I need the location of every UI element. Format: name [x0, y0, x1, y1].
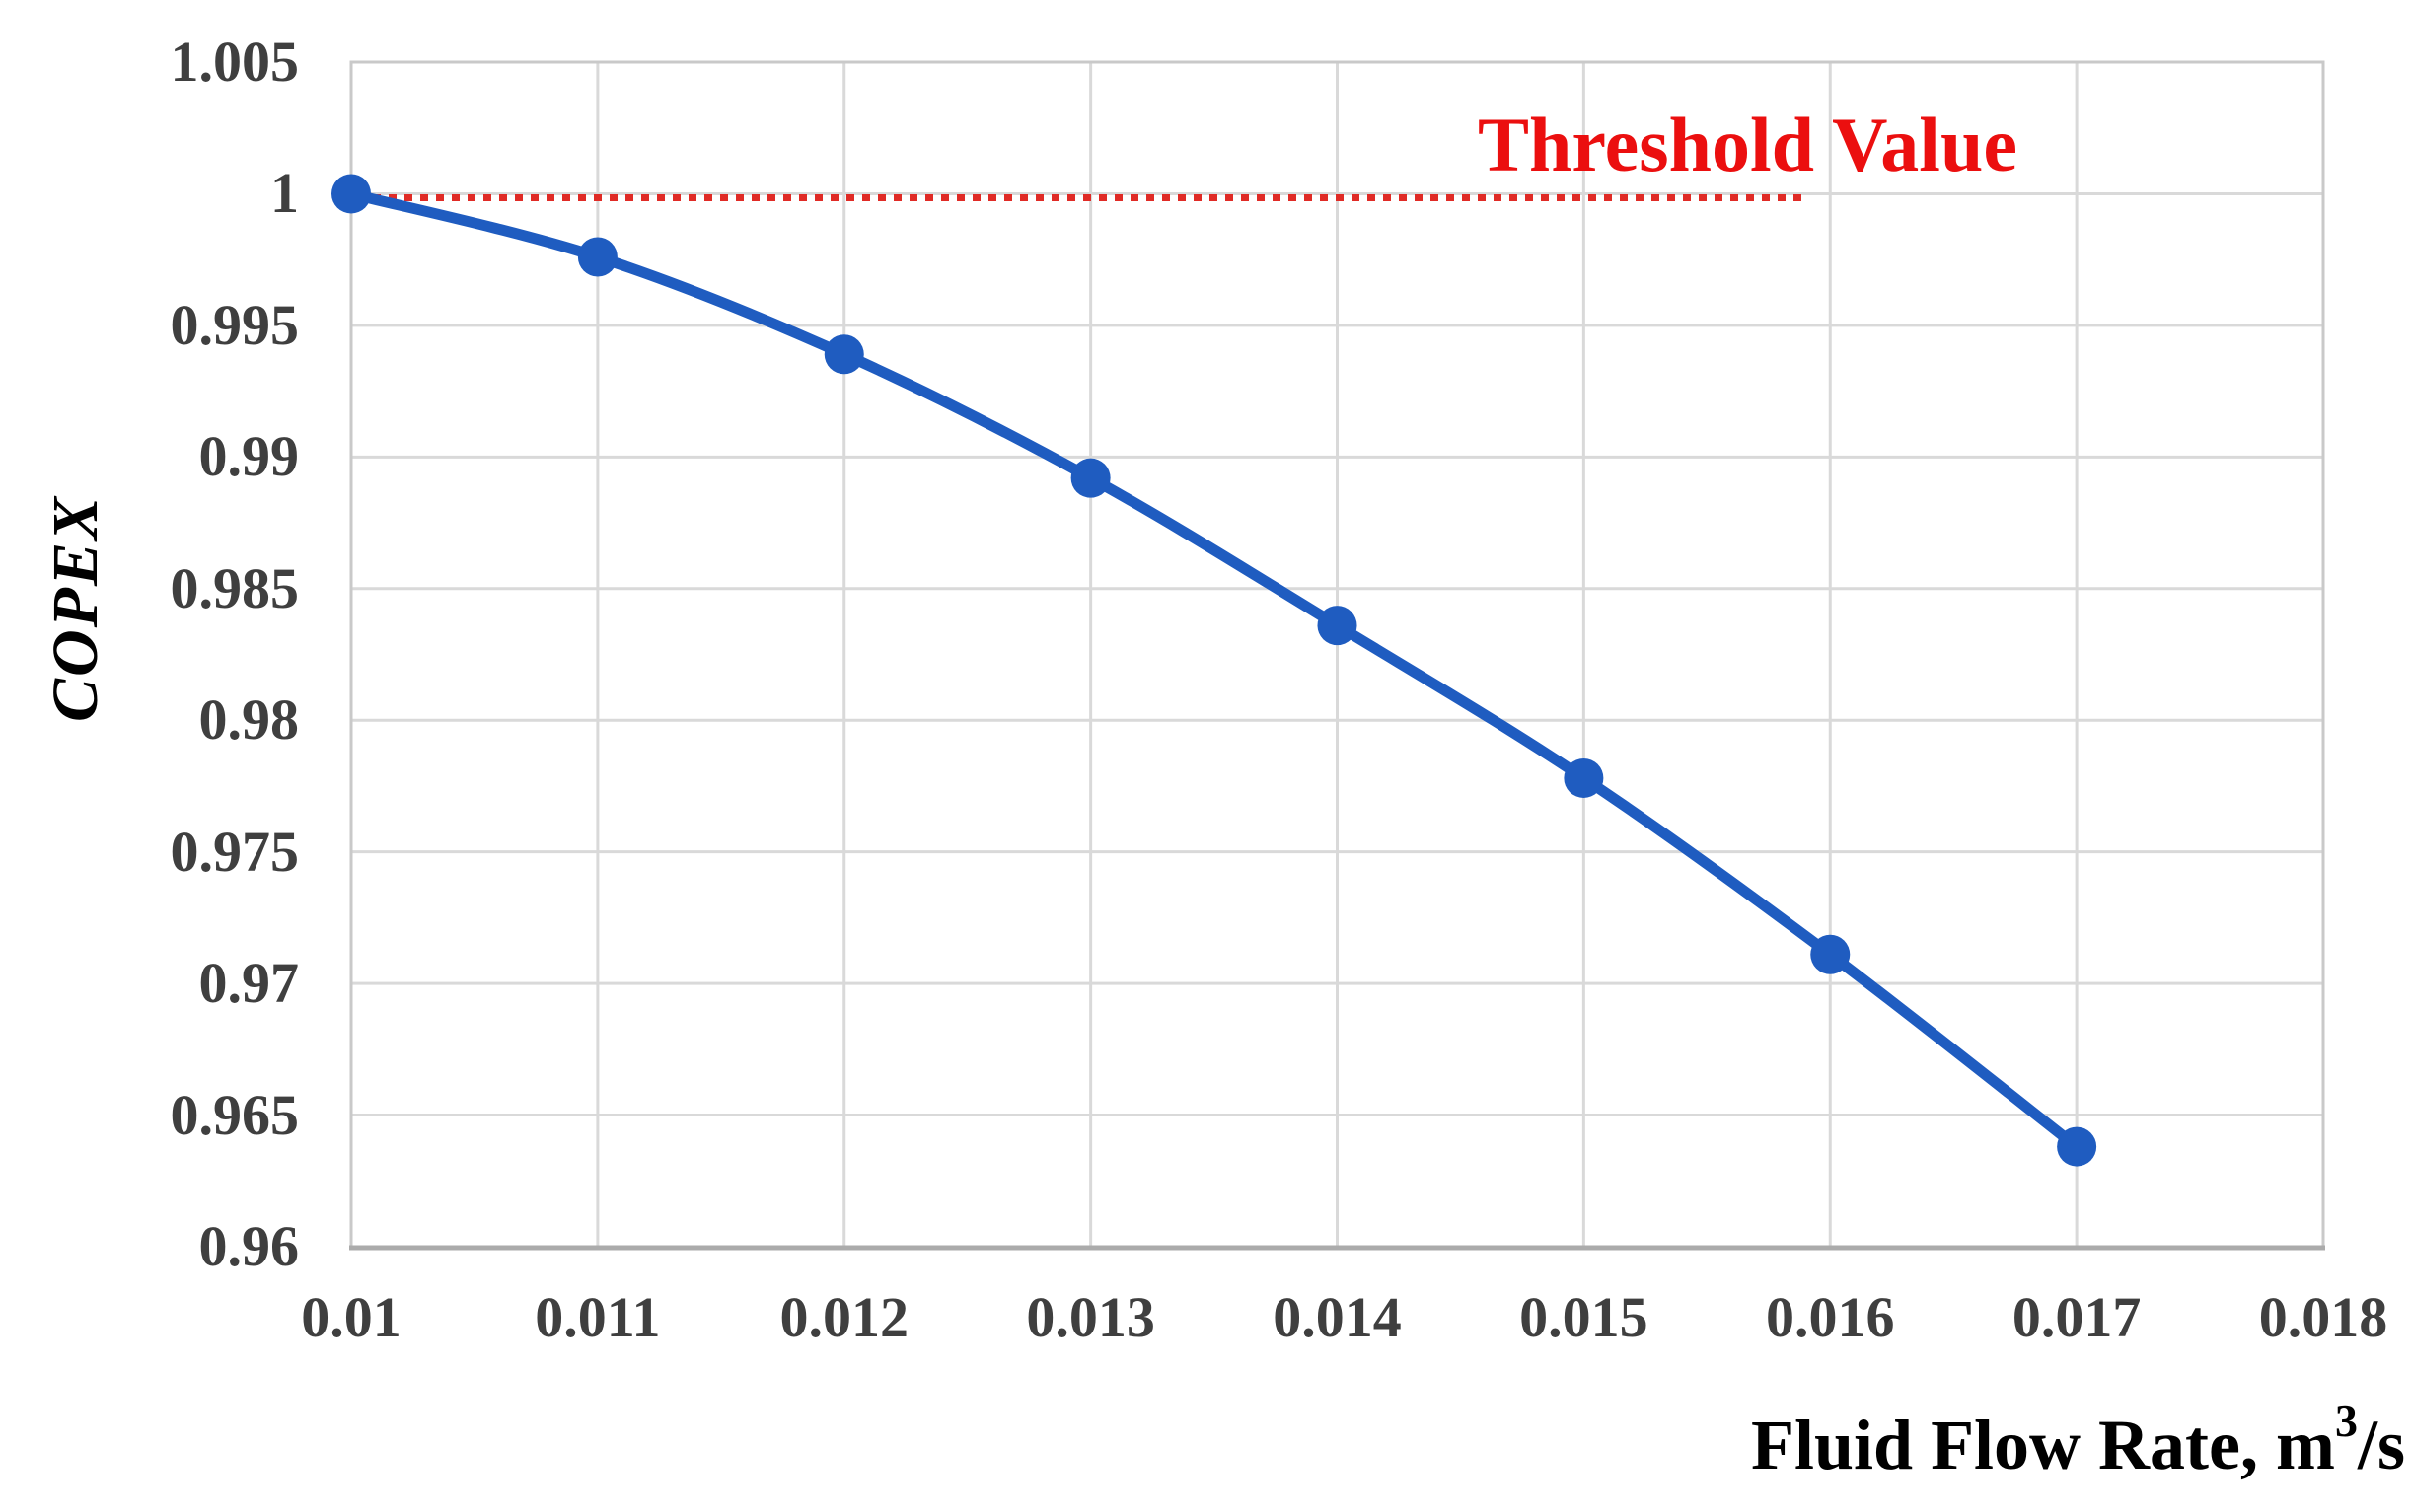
data-point-marker	[2057, 1126, 2097, 1167]
y-tick-label: 0.995	[170, 292, 300, 357]
y-tick-label: 0.97	[198, 951, 300, 1016]
x-tick-label: 0.014	[1273, 1285, 1402, 1349]
x-tick-label: 0.015	[1519, 1285, 1648, 1349]
y-tick-label: 1	[270, 161, 299, 226]
data-point-marker	[331, 174, 371, 214]
y-tick-label: 0.985	[170, 555, 300, 620]
x-tick-label: 0.012	[779, 1285, 910, 1349]
x-axis-title: Fluid Flow Rate, m3/s	[1751, 1396, 2405, 1487]
x-tick-label: 0.016	[1766, 1285, 1895, 1349]
data-point-marker	[824, 334, 864, 375]
y-tick-label: 0.975	[170, 819, 300, 884]
y-tick-label: 1.005	[170, 30, 300, 94]
y-axis-title: COPEX	[39, 494, 111, 723]
data-point-marker	[577, 237, 618, 277]
x-axis-title-superscript: 3	[2334, 1395, 2358, 1446]
x-axis-title-suffix: /s	[2357, 1405, 2405, 1484]
x-tick-label: 0.017	[2011, 1285, 2142, 1349]
y-tick-label: 0.99	[198, 424, 300, 489]
x-tick-label: 0.011	[535, 1285, 661, 1349]
x-tick-label: 0.01	[301, 1285, 402, 1349]
threshold-annotation-label: Threshold Value	[1478, 102, 2017, 187]
data-point-marker	[1564, 757, 1604, 798]
y-tick-label: 0.965	[170, 1082, 300, 1147]
x-axis-title-base: Fluid Flow Rate, m	[1751, 1405, 2335, 1484]
y-tick-label: 0.96	[198, 1214, 300, 1278]
data-point-marker	[1070, 458, 1111, 498]
x-tick-label: 0.018	[2258, 1285, 2388, 1349]
series-line	[345, 187, 2082, 1153]
x-tick-label: 0.013	[1026, 1285, 1155, 1349]
data-point-marker	[1317, 606, 1357, 646]
y-tick-label: 0.98	[198, 687, 300, 753]
data-point-marker	[1810, 934, 1851, 974]
